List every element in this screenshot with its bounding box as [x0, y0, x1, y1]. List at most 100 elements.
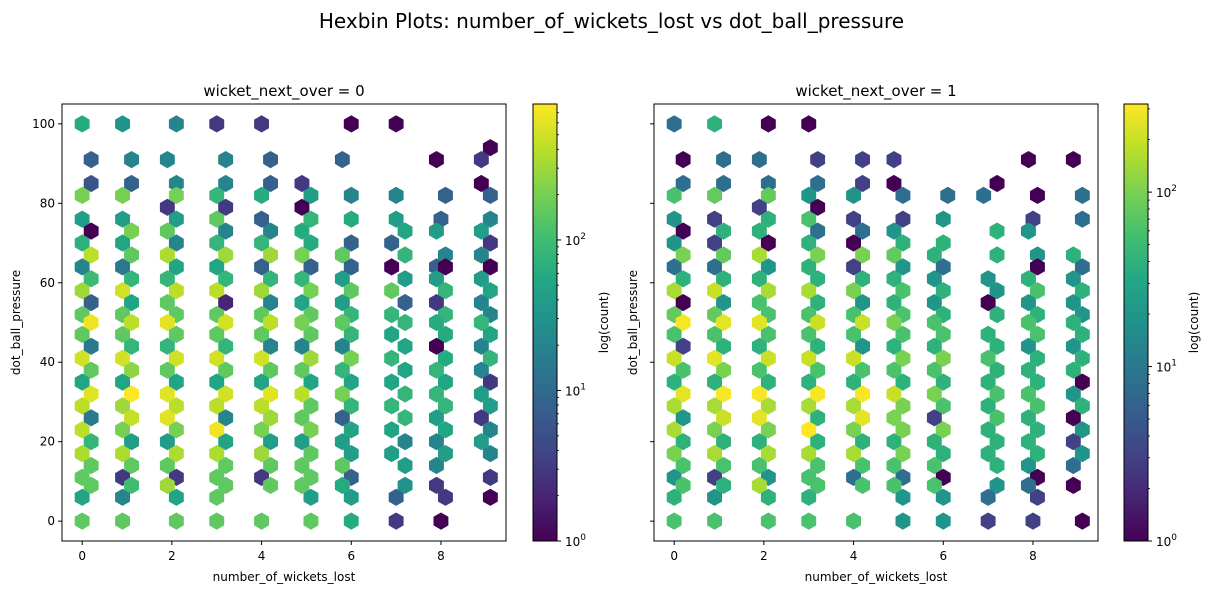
hex-cell — [168, 115, 184, 133]
hex-cell — [334, 385, 350, 403]
hex-cell — [482, 468, 498, 486]
hex-cell — [801, 234, 817, 252]
hex-cell — [159, 385, 175, 403]
hex-cell — [760, 421, 776, 439]
hex-cell — [115, 258, 130, 276]
hex-cell — [760, 186, 776, 204]
hex-cell — [1030, 421, 1045, 439]
hex-cell — [751, 476, 767, 494]
hex-cell — [384, 258, 400, 276]
hex-cell — [124, 294, 139, 312]
hex-cell — [707, 234, 722, 252]
hex-cell — [473, 270, 489, 288]
hex-cell — [254, 210, 269, 228]
hex-cell — [334, 409, 350, 427]
hex-cell — [666, 258, 682, 276]
hex-cell — [83, 313, 99, 332]
hex-cell — [388, 115, 404, 133]
hex-cell — [473, 433, 489, 451]
hex-cell — [343, 397, 359, 415]
hex-cell — [334, 151, 350, 169]
hex-cell — [254, 258, 269, 276]
hex-cell — [935, 488, 951, 506]
hex-cell — [980, 512, 996, 530]
hex-cell — [124, 222, 139, 240]
hex-cell — [384, 306, 400, 324]
hex-cell — [397, 270, 413, 288]
hex-cell — [482, 258, 498, 276]
hex-cell — [209, 445, 225, 463]
hex-cell — [168, 512, 184, 530]
hex-cell — [482, 210, 498, 228]
hex-cell — [855, 270, 870, 288]
hex-cell — [1030, 373, 1045, 391]
hex-cell — [666, 349, 682, 367]
hex-cell — [846, 258, 861, 276]
hex-cell — [801, 373, 817, 391]
hex-cell — [1074, 186, 1090, 204]
hex-cell — [294, 433, 310, 451]
hex-cell — [1030, 282, 1045, 300]
hex-cell — [895, 258, 911, 276]
hex-cell — [1074, 512, 1090, 530]
hex-cell — [1074, 421, 1090, 439]
hex-cell — [675, 456, 691, 475]
hex-cell — [83, 337, 99, 355]
hex-cell — [886, 337, 902, 355]
hex-cell — [168, 397, 184, 415]
hex-cell — [801, 258, 817, 276]
hex-cell — [473, 361, 489, 379]
hex-cell — [935, 210, 951, 228]
hex-cell — [482, 373, 498, 391]
hex-cell — [159, 270, 175, 288]
subplot-title: wicket_next_over = 0 — [203, 82, 364, 101]
hex-cell — [74, 115, 90, 133]
hex-cell — [855, 456, 870, 475]
hex-cell — [343, 373, 359, 391]
x-tick-label: 4 — [850, 549, 858, 563]
hex-cell — [303, 445, 319, 463]
hex-cell — [294, 174, 310, 193]
hex-cell — [263, 361, 278, 379]
hex-cell — [388, 186, 404, 204]
hex-cell — [716, 222, 731, 240]
hex-cell — [926, 476, 942, 494]
hex-cell — [855, 337, 870, 355]
hex-cell — [482, 282, 498, 300]
hex-cell — [263, 337, 278, 355]
hex-cell — [1065, 313, 1081, 332]
hex-cell — [1021, 294, 1036, 312]
hex-cell — [218, 433, 234, 451]
hex-cell — [666, 282, 682, 300]
hex-cell — [168, 210, 184, 228]
x-tick-label: 6 — [939, 549, 947, 563]
hex-cell — [935, 349, 951, 367]
hex-cell — [675, 151, 691, 169]
hex-cell — [74, 325, 90, 343]
hex-cell — [935, 512, 951, 530]
hex-cell — [980, 294, 996, 312]
hex-cell — [294, 198, 310, 216]
axes-frame — [61, 103, 507, 542]
hex-cell — [846, 373, 861, 391]
hex-cell — [935, 421, 951, 439]
hex-cell — [801, 186, 817, 204]
hex-cell — [429, 313, 444, 332]
hex-cell — [1021, 151, 1036, 169]
hex-cell — [254, 373, 269, 391]
hex-cell — [751, 270, 767, 288]
hex-cell — [760, 512, 776, 530]
hex-cell — [209, 373, 225, 391]
hex-cell — [1030, 488, 1045, 506]
hex-cell — [124, 174, 139, 193]
hex-cell — [438, 246, 453, 264]
hex-cell — [810, 270, 826, 288]
hex-cell — [810, 198, 826, 216]
hex-cell — [846, 512, 861, 530]
hex-cell — [343, 445, 359, 463]
hex-cell — [810, 174, 826, 193]
hex-cell — [810, 337, 826, 355]
hex-cell — [294, 222, 310, 240]
hex-cell — [666, 373, 682, 391]
hex-cell — [707, 325, 722, 343]
